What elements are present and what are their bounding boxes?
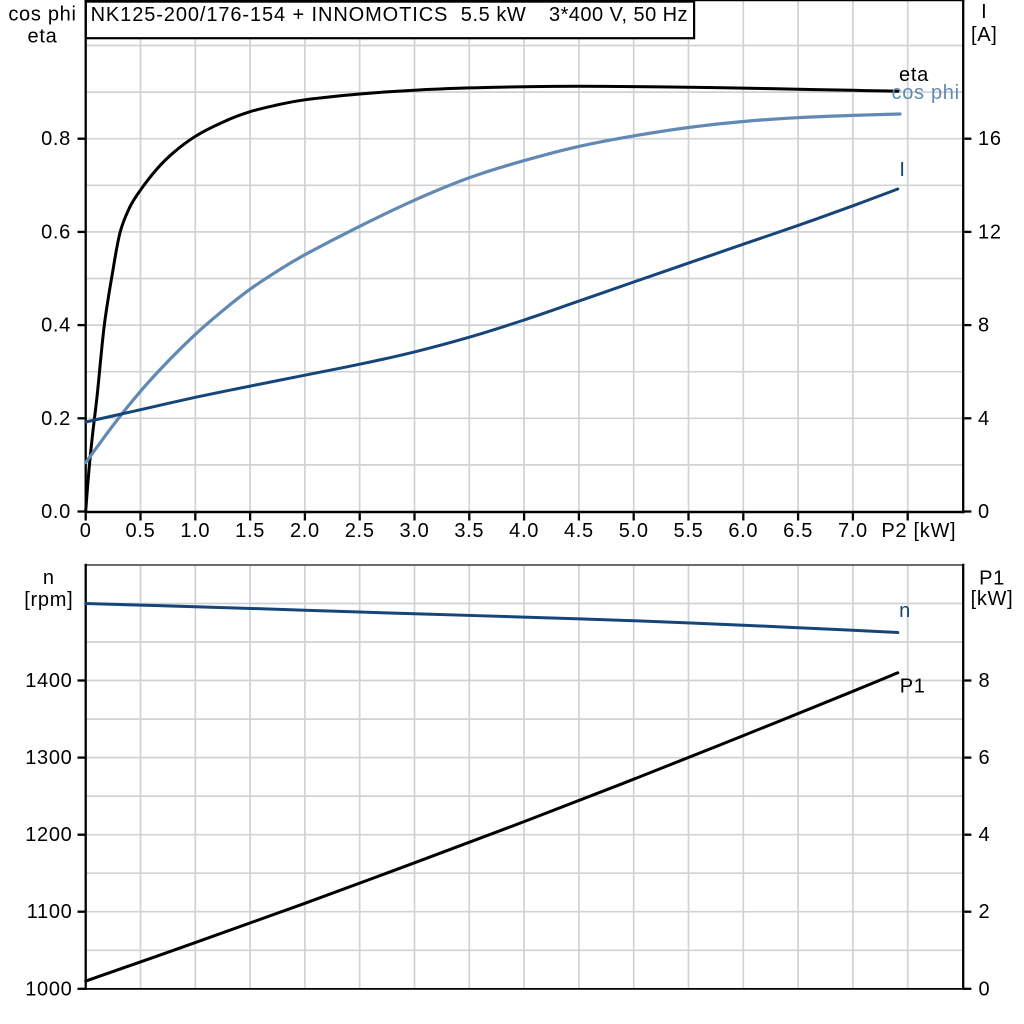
- svg-text:2: 2: [979, 901, 991, 923]
- svg-text:1200: 1200: [25, 824, 72, 846]
- svg-text:0.6: 0.6: [41, 221, 71, 243]
- svg-text:n: n: [899, 600, 911, 622]
- svg-text:0.8: 0.8: [41, 128, 71, 150]
- svg-text:[rpm]: [rpm]: [24, 589, 73, 611]
- svg-text:8: 8: [978, 315, 990, 337]
- svg-text:1400: 1400: [25, 670, 72, 692]
- svg-text:0.0: 0.0: [41, 501, 71, 523]
- svg-text:7.0: 7.0: [838, 520, 868, 542]
- svg-text:3.0: 3.0: [400, 520, 430, 542]
- svg-text:I: I: [981, 1, 987, 23]
- svg-text:0: 0: [979, 978, 991, 1000]
- svg-text:1100: 1100: [27, 901, 73, 923]
- svg-text:4.5: 4.5: [564, 520, 594, 542]
- svg-text:8: 8: [979, 670, 991, 692]
- svg-text:n: n: [43, 567, 55, 589]
- svg-text:1000: 1000: [25, 978, 72, 1000]
- svg-text:eta: eta: [28, 26, 58, 48]
- svg-text:P2 [kW]: P2 [kW]: [881, 520, 956, 542]
- svg-text:cos phi: cos phi: [8, 4, 76, 26]
- svg-text:I: I: [899, 159, 905, 181]
- svg-text:16: 16: [978, 128, 1002, 150]
- svg-text:0: 0: [978, 501, 990, 523]
- svg-text:5.0: 5.0: [619, 520, 649, 542]
- svg-text:0.2: 0.2: [41, 408, 71, 430]
- svg-text:4.0: 4.0: [509, 520, 539, 542]
- svg-text:5.5: 5.5: [674, 520, 704, 542]
- svg-text:2.0: 2.0: [290, 520, 320, 542]
- svg-text:0: 0: [80, 520, 92, 542]
- svg-text:P1: P1: [900, 676, 926, 698]
- svg-text:NK125-200/176-154 + INNOMOTICS: NK125-200/176-154 + INNOMOTICS: [91, 4, 449, 26]
- svg-text:P1: P1: [979, 568, 1005, 590]
- svg-text:6.5: 6.5: [783, 520, 813, 542]
- svg-text:1300: 1300: [25, 747, 72, 769]
- svg-text:4: 4: [978, 408, 990, 430]
- svg-text:3.5: 3.5: [454, 520, 484, 542]
- svg-text:3*400 V, 50 Hz: 3*400 V, 50 Hz: [549, 4, 688, 26]
- svg-text:1.0: 1.0: [180, 520, 210, 542]
- svg-text:[A]: [A]: [971, 24, 998, 46]
- svg-text:cos phi: cos phi: [892, 82, 960, 104]
- svg-text:[kW]: [kW]: [971, 588, 1014, 610]
- svg-text:1.5: 1.5: [235, 520, 265, 542]
- svg-text:6.0: 6.0: [728, 520, 758, 542]
- svg-text:6: 6: [979, 747, 991, 769]
- svg-text:0.5: 0.5: [126, 520, 156, 542]
- svg-text:eta: eta: [899, 64, 929, 86]
- svg-text:0.4: 0.4: [41, 315, 71, 337]
- svg-text:5.5 kW: 5.5 kW: [461, 4, 527, 26]
- svg-text:4: 4: [979, 824, 991, 846]
- svg-text:2.5: 2.5: [345, 520, 375, 542]
- svg-text:12: 12: [978, 221, 1002, 243]
